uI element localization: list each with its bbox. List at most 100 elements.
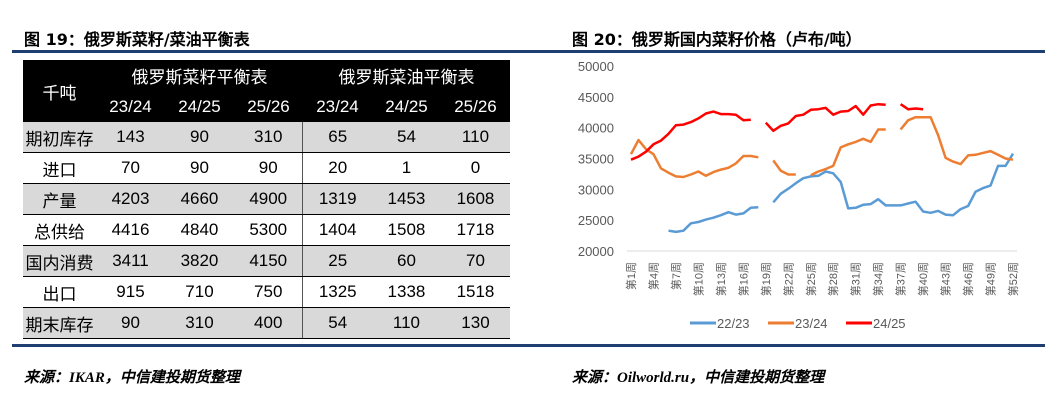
table-cell: 4660 [164, 183, 234, 215]
rapeoil-group-header: 俄罗斯菜油平衡表 [302, 60, 510, 91]
row-label: 总供给 [23, 214, 96, 246]
series-line-24-25 [630, 102, 924, 161]
table-cell: 1319 [302, 183, 372, 215]
legend-label: 22/23 [717, 316, 750, 331]
table-cell: 0 [440, 152, 510, 184]
table-cell: 90 [164, 122, 234, 153]
table-cell: 1404 [302, 214, 372, 246]
right-panel-title: 图 20：俄罗斯国内菜籽价格（卢布/吨） [572, 30, 862, 49]
x-tick-label: 第28周 [826, 262, 840, 296]
table-cell: 110 [371, 307, 441, 339]
x-tick-label: 第1周 [624, 262, 638, 290]
table-cell: 90 [96, 307, 165, 339]
row-label: 国内消费 [23, 245, 96, 277]
y-tick-label: 35000 [578, 152, 614, 167]
balance-table: 千吨 俄罗斯菜籽平衡表 俄罗斯菜油平衡表 23/24 24/25 25/26 2… [23, 60, 510, 339]
x-tick-label: 第25周 [804, 262, 818, 296]
x-tick-label: 第34周 [871, 262, 885, 296]
right-bottom-rule [560, 344, 1045, 347]
season-header: 23/24 [302, 91, 372, 122]
table-cell: 90 [233, 152, 304, 184]
season-header: 23/24 [96, 91, 165, 122]
right-title-rule [560, 50, 1045, 53]
table-row: 总供给 4416 4840 5300 1404 1508 1718 [23, 214, 510, 246]
table-cell: 143 [96, 122, 165, 153]
table-cell: 110 [440, 122, 510, 153]
x-tick-label: 第31周 [849, 262, 863, 296]
table-cell: 4416 [96, 214, 165, 246]
table-cell: 3820 [164, 245, 234, 277]
table-cell: 1718 [440, 214, 510, 246]
table-cell: 1 [371, 152, 441, 184]
unit-header: 千吨 [23, 60, 96, 122]
x-tick-label: 第7周 [669, 262, 683, 290]
table-cell: 1453 [371, 183, 441, 215]
table-cell: 70 [440, 245, 510, 277]
x-tick-label: 第19周 [759, 262, 773, 296]
table-row: 期末库存 90 310 400 54 110 130 [23, 307, 510, 339]
x-tick-label: 第43周 [939, 262, 953, 296]
table-row: 期初库存 143 90 310 65 54 110 [23, 122, 510, 153]
table-cell: 915 [96, 276, 165, 308]
table-cell: 3411 [96, 245, 165, 277]
table-cell: 54 [302, 307, 372, 339]
series-line-22-23 [668, 152, 1015, 234]
table-cell: 4840 [164, 214, 234, 246]
y-tick-label: 45000 [578, 90, 614, 105]
series-line-23-24 [629, 115, 1014, 179]
table-cell: 90 [164, 152, 234, 184]
x-tick-label: 第22周 [781, 262, 795, 296]
left-source: 来源：IKAR，中信建投期货整理 [24, 370, 240, 386]
left-panel-title: 图 19：俄罗斯菜籽/菜油平衡表 [24, 30, 250, 49]
rapeseed-group-header: 俄罗斯菜籽平衡表 [96, 60, 303, 91]
table-cell: 25 [302, 245, 372, 277]
x-tick-label: 第46周 [961, 262, 975, 296]
table-cell: 1608 [440, 183, 510, 215]
x-tick-label: 第13周 [714, 262, 728, 296]
row-label: 产量 [23, 183, 96, 215]
y-tick-label: 25000 [578, 213, 614, 228]
season-header: 24/25 [164, 91, 234, 122]
table-row: 国内消费 3411 3820 4150 25 60 70 [23, 245, 510, 277]
table-cell: 130 [440, 307, 510, 339]
table-cell: 4150 [233, 245, 304, 277]
table-cell: 710 [164, 276, 234, 308]
season-header: 25/26 [233, 91, 303, 122]
table-cell: 4203 [96, 183, 165, 215]
table-row: 进口 70 90 90 20 1 0 [23, 152, 510, 184]
legend-label: 24/25 [873, 316, 906, 331]
season-header: 25/26 [440, 91, 510, 122]
table-row: 出口 915 710 750 1325 1338 1518 [23, 276, 510, 308]
y-tick-label: 40000 [578, 121, 614, 136]
table-cell: 65 [302, 122, 372, 153]
legend-label: 23/24 [795, 316, 828, 331]
table-cell: 1508 [371, 214, 441, 246]
table-cell: 400 [233, 307, 304, 339]
season-header: 24/25 [371, 91, 441, 122]
right-source: 来源：Oilworld.ru，中信建投期货整理 [572, 370, 825, 386]
left-bottom-rule [12, 344, 560, 347]
table-cell: 70 [96, 152, 165, 184]
row-label: 出口 [23, 276, 96, 308]
table-cell: 5300 [233, 214, 304, 246]
x-tick-label: 第40周 [916, 262, 930, 296]
y-tick-label: 30000 [578, 182, 614, 197]
x-tick-label: 第10周 [691, 262, 705, 296]
x-tick-label: 第16周 [736, 262, 750, 296]
table-cell: 20 [302, 152, 372, 184]
row-label: 期末库存 [23, 307, 96, 339]
table-cell: 1325 [302, 276, 372, 308]
left-title-rule [12, 50, 560, 53]
table-cell: 750 [233, 276, 304, 308]
table-cell: 1338 [371, 276, 441, 308]
y-tick-label: 20000 [578, 244, 614, 259]
table-cell: 1518 [440, 276, 510, 308]
table-cell: 54 [371, 122, 441, 153]
table-cell: 310 [164, 307, 234, 339]
x-tick-label: 第37周 [894, 262, 908, 296]
x-tick-label: 第49周 [984, 262, 998, 296]
table-cell: 310 [233, 122, 304, 153]
row-label: 期初库存 [23, 122, 96, 153]
table-cell: 60 [371, 245, 441, 277]
